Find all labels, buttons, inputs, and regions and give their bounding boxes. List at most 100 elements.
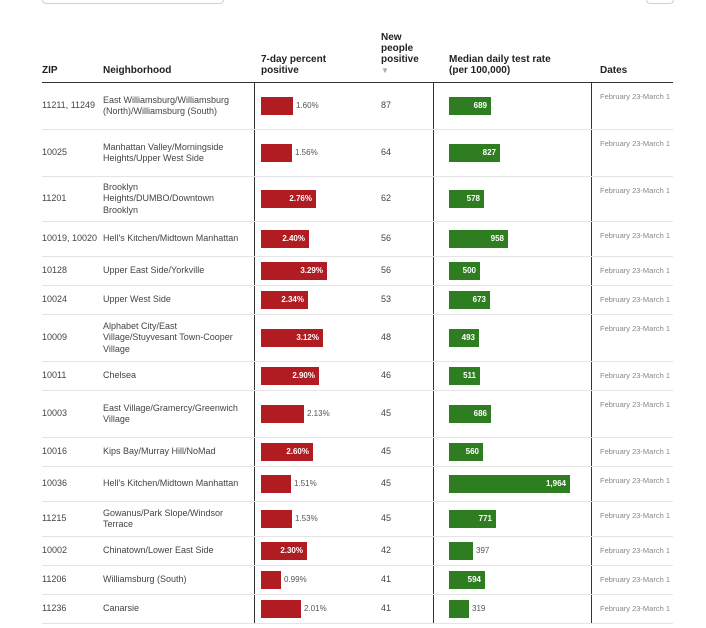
test-rate-cell: 578: [449, 177, 589, 221]
column-divider: [591, 362, 592, 390]
column-divider: [433, 438, 434, 466]
column-divider: [591, 467, 592, 501]
percent-positive-label: 1.60%: [296, 101, 319, 111]
table-header: ZIP Neighborhood 7-day percent positive …: [42, 24, 673, 83]
neighborhood-cell: Kips Bay/Murray Hill/NoMad: [103, 446, 216, 457]
dates-cell: February 23-March 1: [600, 546, 671, 555]
column-divider: [254, 391, 255, 437]
test-rate-bar: [449, 600, 469, 618]
test-rate-label: 958: [490, 234, 504, 243]
table-row: 10011 Chelsea 2.90% 46 511 February 23-March …: [42, 362, 673, 391]
zip-cell: 11215: [42, 513, 67, 524]
column-header-test-rate[interactable]: Median daily test rate (per 100,000): [449, 54, 551, 76]
column-header-percent-positive[interactable]: 7-day percent positive: [261, 54, 327, 76]
table-row: 10128 Upper East Side/Yorkville 3.29% 56 500…: [42, 257, 673, 286]
dates-cell: February 23-March 1: [600, 604, 671, 613]
column-divider: [591, 595, 592, 623]
column-divider: [591, 177, 592, 221]
test-rate-cell: 500: [449, 257, 589, 285]
percent-positive-bar: [261, 475, 291, 493]
zip-cell: 10019, 10020: [42, 233, 98, 244]
dates-cell: February 23-March 1: [600, 266, 671, 275]
test-rate-bar: 511: [449, 367, 480, 385]
dates-cell: February 23-March 1: [600, 476, 671, 485]
zip-cell: 11201: [42, 193, 67, 204]
test-rate-label: 511: [463, 371, 476, 380]
new-positive-cell: 45: [381, 513, 392, 524]
percent-positive-cell: 2.76%: [261, 177, 373, 221]
percent-positive-cell: 3.29%: [261, 257, 373, 285]
test-rate-bar: 493: [449, 329, 479, 347]
column-divider: [591, 566, 592, 594]
neighborhood-cell: Brooklyn Heights/DUMBO/Downtown Brooklyn: [103, 181, 215, 215]
percent-positive-label: 0.99%: [284, 575, 307, 585]
column-divider: [433, 83, 434, 129]
percent-positive-label: 1.56%: [295, 148, 318, 158]
test-rate-label: 827: [482, 148, 496, 157]
test-rate-cell: 1,964: [449, 467, 589, 501]
table-row: 11206 Williamsburg (South) 0.99% 41 594 Febru…: [42, 566, 673, 595]
neighborhood-cell: East Village/Gramercy/Greenwich Village: [103, 402, 238, 425]
column-divider: [433, 502, 434, 536]
search-input[interactable]: [42, 0, 224, 4]
percent-positive-bar: 2.34%: [261, 291, 308, 309]
new-positive-cell: 62: [381, 193, 392, 204]
test-rate-label: 493: [461, 333, 475, 342]
test-rate-cell: 493: [449, 315, 589, 361]
percent-positive-cell: 2.30%: [261, 537, 373, 565]
column-divider: [433, 362, 434, 390]
percent-positive-cell: 1.56%: [261, 130, 373, 176]
test-rate-cell: 827: [449, 130, 589, 176]
options-button[interactable]: [646, 0, 674, 4]
column-divider: [591, 391, 592, 437]
percent-positive-label: 2.76%: [289, 194, 312, 203]
column-divider: [254, 222, 255, 256]
column-divider: [591, 222, 592, 256]
percent-positive-bar: [261, 144, 292, 162]
percent-positive-bar: [261, 571, 281, 589]
percent-positive-cell: 0.99%: [261, 566, 373, 594]
zip-cell: 11236: [42, 603, 67, 614]
percent-positive-cell: 1.51%: [261, 467, 373, 501]
percent-positive-bar: 2.40%: [261, 230, 309, 248]
percent-positive-label: 1.53%: [295, 514, 318, 524]
column-divider: [254, 502, 255, 536]
test-rate-cell: 511: [449, 362, 589, 390]
percent-positive-bar: 2.90%: [261, 367, 319, 385]
table-row: 10003 East Village/Gramercy/Greenwich Vil…: [42, 391, 673, 438]
dates-cell: February 23-March 1: [600, 139, 671, 148]
percent-positive-label: 1.51%: [294, 479, 317, 489]
dates-cell: February 23-March 1: [600, 447, 671, 456]
table-row: 11215 Gowanus/Park Slope/Windsor Terrace 1…: [42, 502, 673, 537]
neighborhood-cell: East Williamsburg/Williamsburg (North)/W…: [103, 94, 230, 117]
percent-positive-cell: 2.40%: [261, 222, 373, 256]
test-rate-label: 594: [467, 575, 481, 584]
column-header-dates[interactable]: Dates: [600, 65, 628, 76]
neighborhood-cell: Upper East Side/Yorkville: [103, 265, 205, 276]
column-divider: [254, 177, 255, 221]
sort-descending-icon: ▼: [381, 66, 389, 75]
percent-positive-label: 3.29%: [300, 266, 323, 275]
column-divider: [433, 595, 434, 623]
column-header-neighborhood[interactable]: Neighborhood: [103, 65, 172, 76]
new-positive-cell: 64: [381, 147, 392, 158]
new-positive-cell: 56: [381, 265, 392, 276]
test-rate-bar: 673: [449, 291, 490, 309]
percent-positive-bar: 2.60%: [261, 443, 313, 461]
column-divider: [433, 177, 434, 221]
percent-positive-bar: [261, 405, 304, 423]
test-rate-cell: 771: [449, 502, 589, 536]
dates-cell: February 23-March 1: [600, 371, 671, 380]
percent-positive-label: 2.90%: [292, 371, 315, 380]
test-rate-label: 686: [473, 409, 487, 418]
dates-cell: February 23-March 1: [600, 92, 671, 101]
column-divider: [591, 130, 592, 176]
percent-positive-bar: [261, 97, 293, 115]
zip-cell: 11211, 11249: [42, 100, 96, 111]
percent-positive-cell: 1.60%: [261, 83, 373, 129]
column-header-new-positive[interactable]: New people positive ▼: [381, 32, 427, 76]
column-header-zip[interactable]: ZIP: [42, 65, 58, 76]
column-divider: [591, 502, 592, 536]
test-rate-cell: 689: [449, 83, 589, 129]
test-rate-label: 689: [473, 101, 487, 110]
